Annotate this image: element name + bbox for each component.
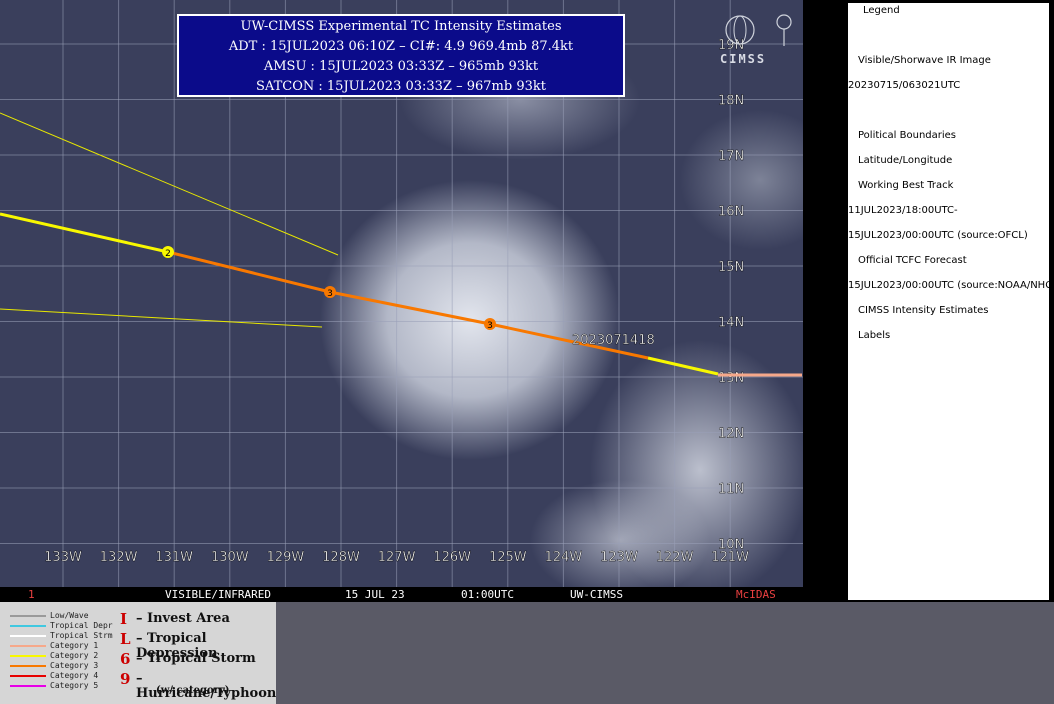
- storm-symbol-icon: I: [120, 610, 128, 628]
- time-label: 01:00UTC: [461, 588, 514, 601]
- longitude-label: 124W: [545, 550, 583, 565]
- track-yellow-west: [0, 212, 169, 254]
- category-swatch: [10, 625, 46, 627]
- legend-title: Legend: [863, 5, 900, 16]
- storm-symbol-label: – Invest Area: [136, 611, 230, 626]
- longitude-label: 122W: [656, 550, 694, 565]
- latitude-label: 15N: [718, 260, 744, 275]
- category-swatch: [10, 665, 46, 667]
- longitude-label: 130W: [211, 550, 249, 565]
- longitude-label: 132W: [100, 550, 138, 565]
- header-title: UW-CIMSS Experimental TC Intensity Estim…: [240, 19, 562, 34]
- legend-item: 11JUL2023/18:00UTC-: [848, 205, 958, 216]
- category-label: Category 5: [50, 681, 99, 690]
- storm-marker-current: 3: [484, 318, 496, 331]
- intensity-estimates-box: UW-CIMSS Experimental TC Intensity Estim…: [177, 14, 625, 97]
- satcon-line: SATCON : 15JUL2023 03:33Z – 967mb 93kt: [256, 79, 546, 94]
- empty-panel: [276, 602, 1054, 704]
- forecast-cone-north: [0, 112, 339, 256]
- category-swatch: [10, 655, 46, 657]
- category-swatch: [10, 615, 46, 617]
- longitude-label: 127W: [378, 550, 416, 565]
- category-label: Category 3: [50, 661, 99, 670]
- latitude-label: 12N: [718, 427, 744, 442]
- symbol-legend-note: (w/ category): [156, 685, 230, 696]
- longitude-label: 133W: [44, 550, 82, 565]
- storm-symbol-icon: 6: [120, 650, 131, 668]
- legend-item: CIMSS Intensity Estimates: [858, 305, 989, 316]
- track-legend: Low/Wave Tropical Depr Tropical Strm Catego…: [0, 602, 276, 704]
- latitude-label: 13N: [718, 371, 744, 386]
- longitude-labels: 133W 132W 131W 130W 129W 128W 127W 126W 125W 124W…: [44, 550, 749, 565]
- mcidas-label: McIDAS: [736, 588, 776, 601]
- legend-item: Political Boundaries: [858, 130, 957, 141]
- track-time-label: 2023071418: [572, 333, 655, 348]
- track-yellow-east: [647, 356, 719, 376]
- category-label: Category 2: [50, 651, 99, 660]
- latitude-label: 16N: [718, 205, 744, 220]
- satellite-map: 19N 18N 17N 16N 15N 14N 13N 12N 11N 10N 133W 132W 1…: [0, 0, 803, 602]
- cimss-logo: CIMSS: [718, 8, 798, 68]
- legend-item: Official TCFC Forecast: [858, 255, 967, 266]
- longitude-label: 131W: [155, 550, 193, 565]
- legend-panel: Legend Visible/Shorwave IR Image 2023071…: [848, 3, 1054, 600]
- legend-item: Latitude/Longitude: [858, 155, 953, 166]
- storm-symbol-icon: L: [120, 630, 131, 648]
- latitude-label: 19N: [718, 38, 744, 53]
- lat-lon-grid: [0, 0, 803, 587]
- storm-symbol-label: – Hurricane/Typhoon: [136, 671, 277, 701]
- svg-text:2: 2: [165, 249, 171, 259]
- category-swatch: [10, 685, 46, 687]
- latitude-label: 11N: [718, 482, 744, 497]
- longitude-label: 123W: [600, 550, 638, 565]
- source-label: UW-CIMSS: [570, 588, 623, 601]
- amsu-line: AMSU : 15JUL2023 03:33Z – 965mb 93kt: [263, 59, 539, 74]
- longitude-label: 129W: [267, 550, 305, 565]
- legend-item: 15JUL2023/00:00UTC (source:OFCL): [848, 230, 1028, 241]
- category-label: Tropical Depr: [50, 621, 113, 630]
- category-swatch: [10, 645, 46, 647]
- storm-marker-mid: 3: [324, 286, 336, 299]
- legend-item: Labels: [858, 330, 891, 341]
- forecast-cone-south: [0, 308, 323, 328]
- storm-symbol-icon: 9: [120, 670, 131, 688]
- product-label: VISIBLE/INFRARED: [165, 588, 271, 601]
- longitude-label: 121W: [711, 550, 749, 565]
- latitude-label: 10N: [718, 538, 744, 553]
- date-label: 15 JUL 23: [345, 588, 405, 601]
- logo-text: CIMSS: [720, 52, 767, 66]
- legend-item: 20230715/063021UTC: [848, 80, 961, 91]
- category-label: Tropical Strm: [50, 631, 113, 640]
- latitude-labels: 19N 18N 17N 16N 15N 14N 13N 12N 11N 10N: [718, 38, 745, 553]
- latitude-label: 18N: [718, 94, 744, 109]
- category-swatch: [10, 675, 46, 677]
- legend-item: Working Best Track: [858, 180, 954, 191]
- globe-icon: [725, 14, 792, 46]
- latitude-label: 17N: [718, 149, 744, 164]
- legend-item: 15JUL2023/00:00UTC (source:NOAA/NHC): [848, 280, 1054, 291]
- frame-number: 1: [28, 588, 35, 601]
- category-swatch: [10, 635, 46, 637]
- storm-symbol-label: – Tropical Depression: [136, 631, 218, 661]
- storm-symbol-label: – Tropical Storm: [136, 651, 256, 666]
- longitude-label: 126W: [433, 550, 471, 565]
- svg-text:3: 3: [327, 289, 333, 299]
- status-bar: 1 VISIBLE/INFRARED 15 JUL 23 01:00UTC UW…: [0, 587, 803, 602]
- storm-marker-west: 2: [162, 246, 174, 259]
- category-label: Category 4: [50, 671, 99, 680]
- category-label: Category 1: [50, 641, 99, 650]
- longitude-label: 128W: [322, 550, 360, 565]
- category-label: Low/Wave: [50, 611, 89, 620]
- adt-line: ADT : 15JUL2023 06:10Z – CI#: 4.9 969.4m…: [228, 39, 574, 54]
- longitude-label: 125W: [489, 550, 527, 565]
- latitude-label: 14N: [718, 316, 744, 331]
- track-orange: [167, 250, 649, 360]
- legend-item: Visible/Shorwave IR Image: [858, 55, 991, 66]
- svg-text:3: 3: [487, 321, 493, 331]
